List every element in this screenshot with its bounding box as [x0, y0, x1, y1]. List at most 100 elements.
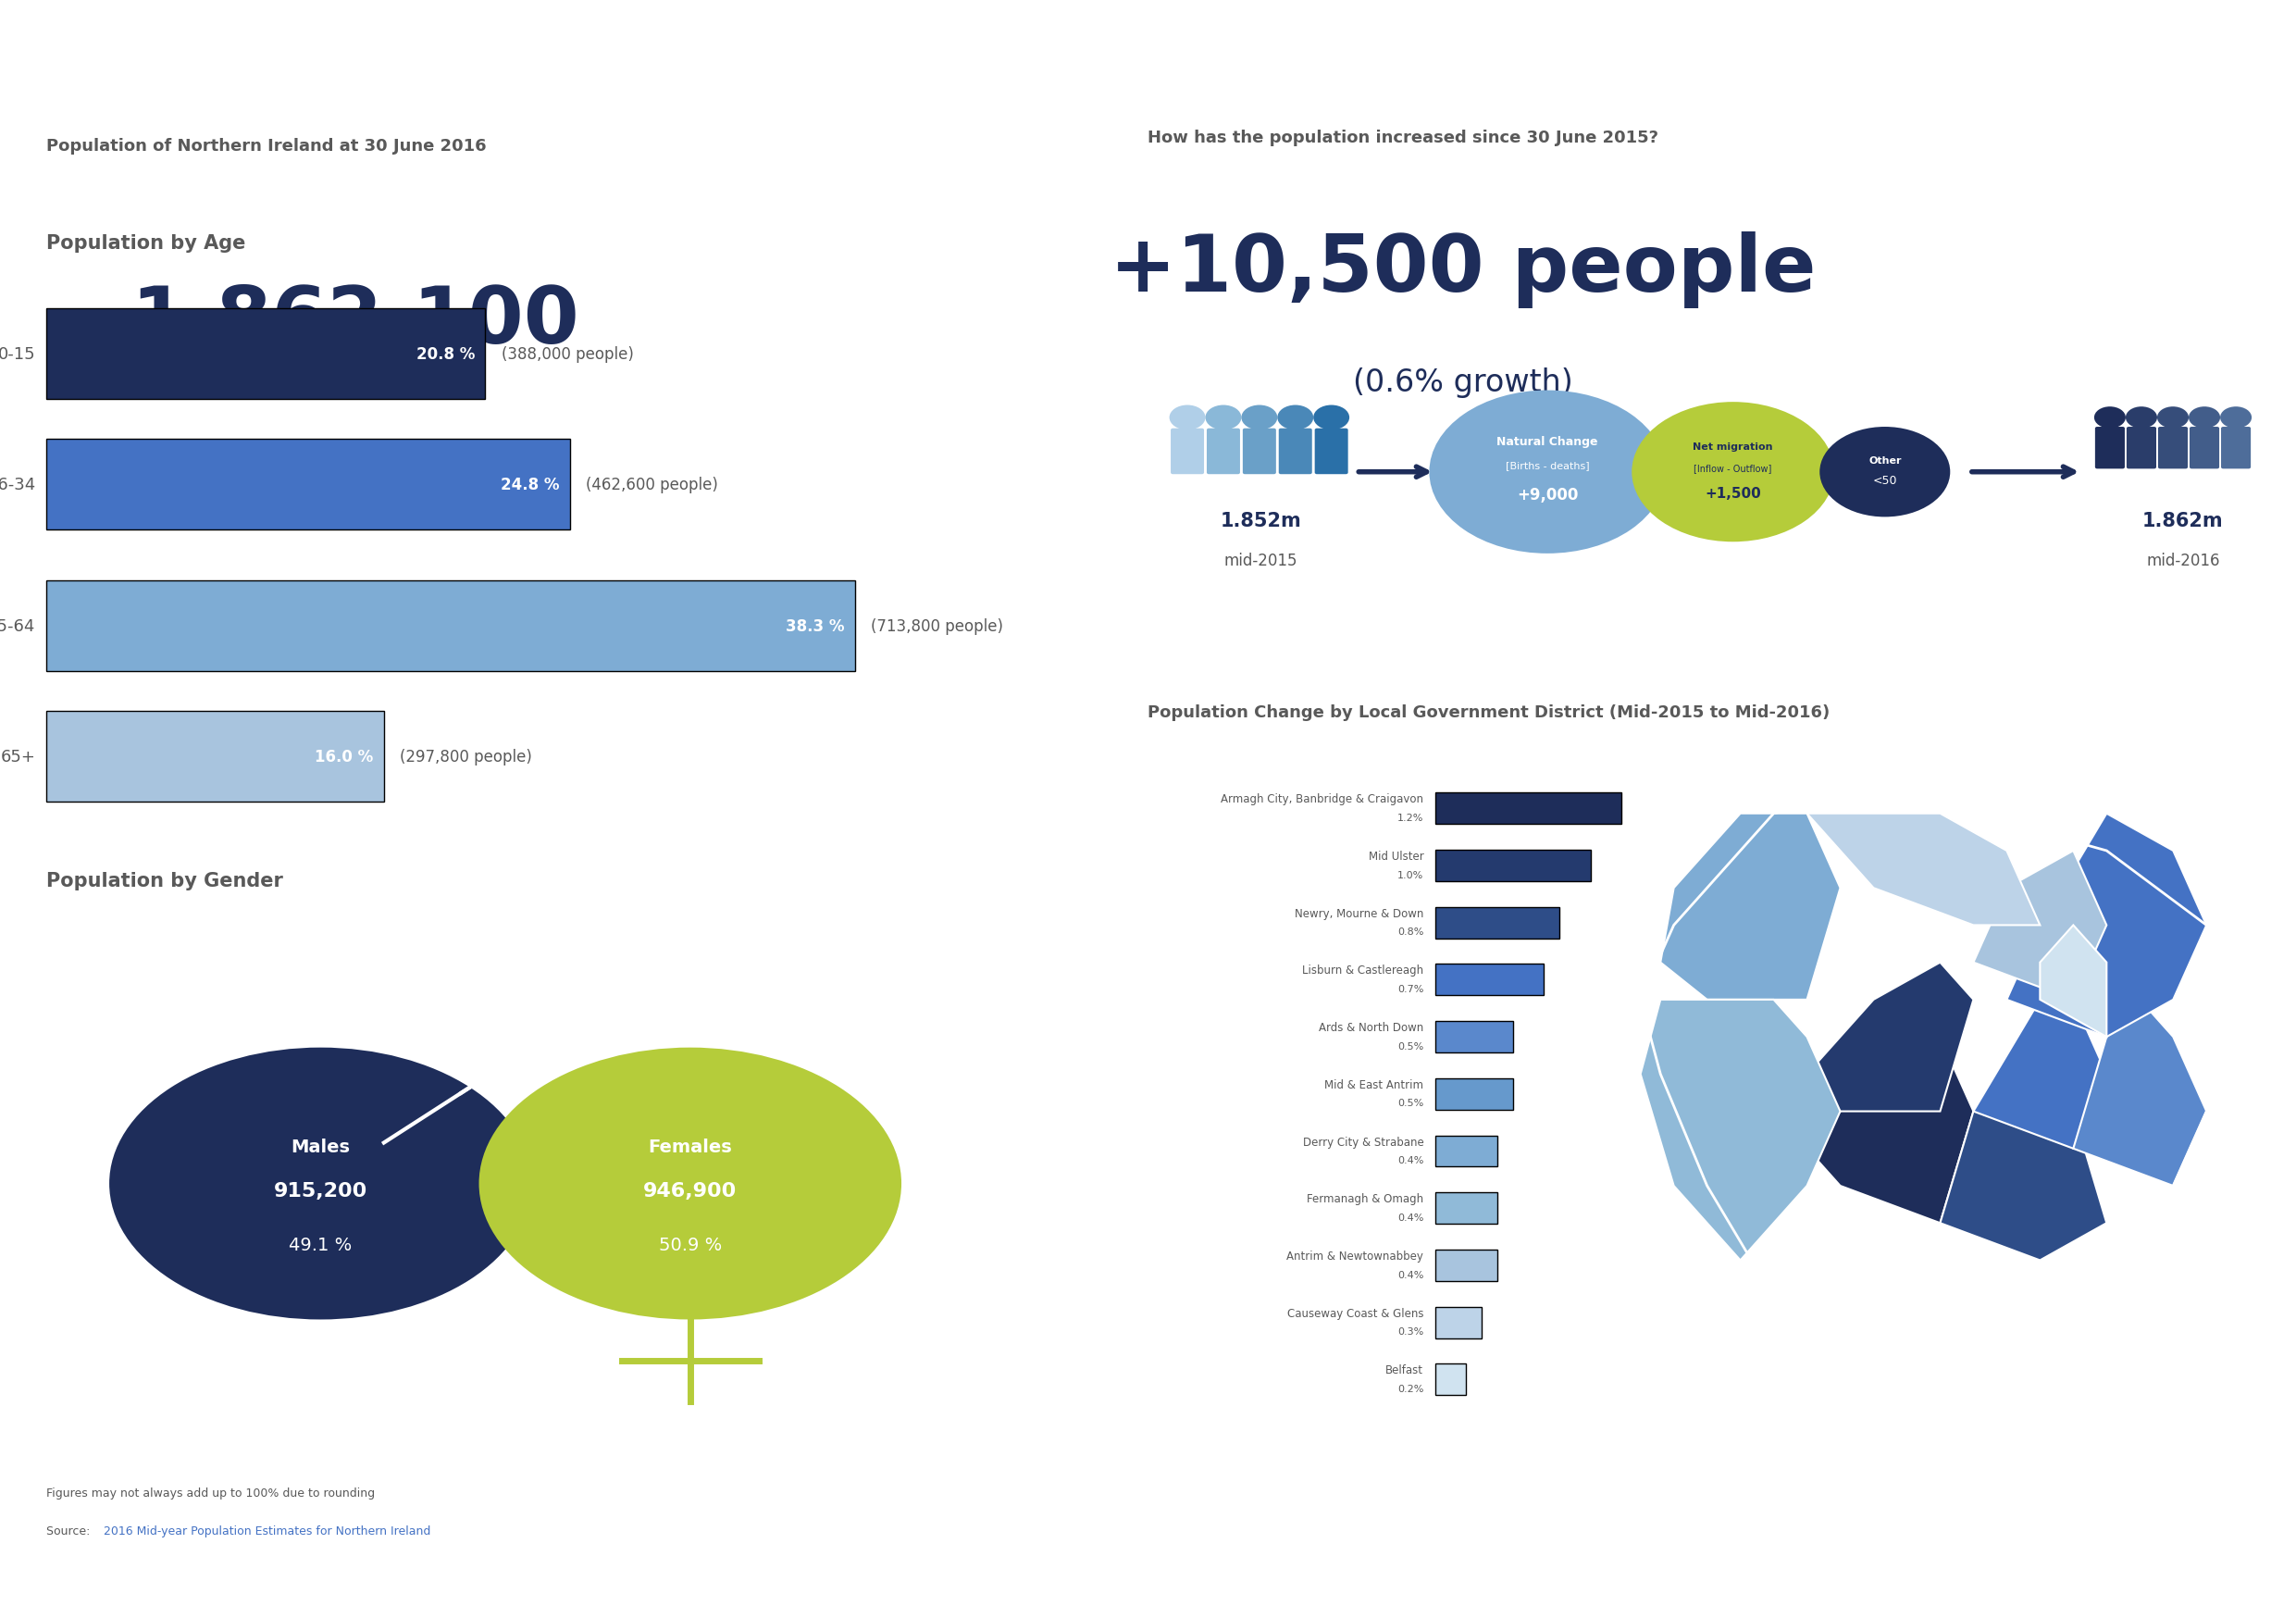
Text: Ards & North Down: Ards & North Down	[1318, 1021, 1424, 1034]
FancyBboxPatch shape	[32, 87, 335, 126]
Polygon shape	[1807, 1037, 1975, 1223]
Text: 35-64: 35-64	[0, 618, 34, 634]
Ellipse shape	[87, 73, 280, 86]
Text: 0.4%: 0.4%	[1398, 1212, 1424, 1222]
Text: 0.8%: 0.8%	[1398, 927, 1424, 937]
Text: 16-34: 16-34	[0, 476, 34, 493]
Circle shape	[110, 1048, 533, 1320]
Ellipse shape	[101, 49, 381, 68]
Text: Natural Change: Natural Change	[1497, 435, 1598, 448]
Circle shape	[2188, 408, 2220, 429]
FancyBboxPatch shape	[1913, 78, 2289, 126]
Circle shape	[1242, 406, 1277, 430]
FancyBboxPatch shape	[1435, 1249, 1497, 1281]
FancyBboxPatch shape	[46, 438, 569, 529]
Text: Population Change by Local Government District (Mid-2015 to Mid-2016): Population Change by Local Government Di…	[1148, 704, 1830, 720]
Text: 24.8 %: 24.8 %	[501, 476, 560, 493]
FancyBboxPatch shape	[1435, 964, 1543, 995]
Text: 20.8 %: 20.8 %	[416, 346, 475, 362]
Polygon shape	[2041, 925, 2108, 1037]
Text: 0.4%: 0.4%	[1398, 1270, 1424, 1278]
FancyBboxPatch shape	[1435, 1307, 1481, 1338]
Text: (462,600 people): (462,600 people)	[585, 476, 719, 493]
Text: 915,200: 915,200	[273, 1181, 367, 1201]
Text: Males: Males	[292, 1137, 349, 1155]
Ellipse shape	[2105, 78, 2280, 91]
Text: (0.6% growth): (0.6% growth)	[1352, 367, 1573, 398]
Text: 2016 Mid-year Population Estimates for Northern Ireland: 2016 Mid-year Population Estimates for N…	[103, 1524, 432, 1537]
FancyBboxPatch shape	[2055, 92, 2296, 126]
Text: 1.862m: 1.862m	[2142, 511, 2223, 531]
Text: www.nisra.gov.uk/population: www.nisra.gov.uk/population	[85, 1576, 466, 1599]
Ellipse shape	[0, 53, 257, 71]
FancyBboxPatch shape	[2190, 427, 2220, 469]
Ellipse shape	[2032, 63, 2262, 79]
Circle shape	[480, 1048, 902, 1320]
Text: 0.3%: 0.3%	[1398, 1327, 1424, 1336]
Text: 0.5%: 0.5%	[1398, 1099, 1424, 1108]
Text: Newry, Mourne & Down: Newry, Mourne & Down	[1295, 908, 1424, 919]
Text: Northern Ireland Population Estimates 2016: Northern Ireland Population Estimates 20…	[540, 42, 1756, 91]
Text: Source:: Source:	[46, 1524, 94, 1537]
Circle shape	[1169, 406, 1205, 430]
Text: 1,862,100: 1,862,100	[131, 283, 579, 359]
Text: 0.2%: 0.2%	[1398, 1383, 1424, 1393]
Text: +10,500 people: +10,500 people	[1109, 231, 1816, 307]
Text: +9,000: +9,000	[1518, 487, 1577, 503]
Ellipse shape	[0, 73, 154, 86]
Ellipse shape	[179, 58, 427, 76]
FancyBboxPatch shape	[1316, 429, 1348, 474]
Text: How has the population increased since 30 June 2015?: How has the population increased since 3…	[1148, 129, 1658, 146]
Text: Lisburn & Castlereagh: Lisburn & Castlereagh	[1302, 964, 1424, 976]
FancyBboxPatch shape	[1435, 1364, 1467, 1395]
Text: mid-2016: mid-2016	[2147, 553, 2220, 570]
Text: Causeway Coast & Glens: Causeway Coast & Glens	[1288, 1307, 1424, 1319]
Text: Armagh City, Banbridge & Craigavon: Armagh City, Banbridge & Craigavon	[1221, 793, 1424, 806]
FancyBboxPatch shape	[1171, 429, 1203, 474]
Text: Mid Ulster: Mid Ulster	[1368, 849, 1424, 862]
FancyBboxPatch shape	[46, 309, 484, 400]
Circle shape	[2220, 408, 2252, 429]
FancyBboxPatch shape	[1435, 908, 1559, 938]
Text: Females: Females	[647, 1137, 732, 1155]
Text: <50: <50	[1874, 474, 1896, 487]
FancyBboxPatch shape	[1435, 793, 1621, 825]
Text: Population by Age: Population by Age	[46, 235, 246, 252]
FancyBboxPatch shape	[264, 92, 540, 126]
Text: @NISRA: @NISRA	[1956, 1579, 2039, 1595]
Polygon shape	[1807, 814, 2041, 925]
Ellipse shape	[315, 78, 489, 91]
Text: (713,800 people): (713,800 people)	[870, 618, 1003, 634]
FancyBboxPatch shape	[2220, 427, 2250, 469]
Text: Derry City & Strabane: Derry City & Strabane	[1302, 1136, 1424, 1147]
FancyBboxPatch shape	[46, 712, 383, 801]
FancyBboxPatch shape	[278, 84, 604, 126]
FancyBboxPatch shape	[1837, 71, 2264, 126]
Text: 16.0 %: 16.0 %	[315, 748, 374, 765]
Text: f   @nisra.gov.uk: f @nisra.gov.uk	[1577, 1579, 1729, 1595]
Circle shape	[2126, 408, 2158, 429]
FancyBboxPatch shape	[1242, 429, 1277, 474]
Text: 38.3 %: 38.3 %	[785, 618, 845, 634]
Text: Population of Northern Ireland at 30 June 2016: Population of Northern Ireland at 30 Jun…	[46, 138, 487, 154]
Ellipse shape	[2133, 68, 2296, 83]
Text: 1.0%: 1.0%	[1398, 870, 1424, 880]
Text: 0.5%: 0.5%	[1398, 1042, 1424, 1050]
FancyBboxPatch shape	[1279, 429, 1311, 474]
FancyBboxPatch shape	[1435, 1079, 1513, 1110]
Text: Belfast: Belfast	[1387, 1364, 1424, 1375]
Text: 1.852m: 1.852m	[1219, 511, 1302, 531]
Ellipse shape	[1977, 58, 2225, 76]
FancyBboxPatch shape	[0, 87, 209, 126]
FancyBboxPatch shape	[1846, 87, 2149, 126]
Text: Mid & East Antrim: Mid & East Antrim	[1325, 1079, 1424, 1091]
Text: Net migration: Net migration	[1692, 442, 1773, 451]
FancyBboxPatch shape	[115, 78, 491, 126]
FancyBboxPatch shape	[1435, 849, 1591, 882]
Ellipse shape	[241, 63, 471, 79]
Text: 946,900: 946,900	[643, 1181, 737, 1201]
Text: Figures may not always add up to 100% due to rounding: Figures may not always add up to 100% du…	[46, 1487, 374, 1500]
Polygon shape	[2073, 1000, 2206, 1186]
Circle shape	[2158, 408, 2188, 429]
FancyBboxPatch shape	[1435, 1021, 1513, 1053]
